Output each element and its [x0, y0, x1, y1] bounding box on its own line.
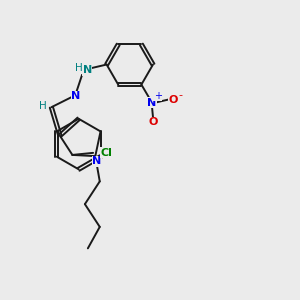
Text: N: N — [147, 98, 157, 107]
Text: O: O — [169, 94, 178, 105]
Text: N: N — [71, 91, 80, 101]
Text: N: N — [83, 65, 92, 76]
Text: N: N — [92, 157, 101, 166]
Text: O: O — [149, 118, 158, 128]
Text: H: H — [39, 101, 47, 111]
Text: Cl: Cl — [100, 148, 112, 158]
Text: -: - — [179, 90, 183, 100]
Text: H: H — [74, 63, 82, 74]
Text: +: + — [154, 91, 162, 101]
